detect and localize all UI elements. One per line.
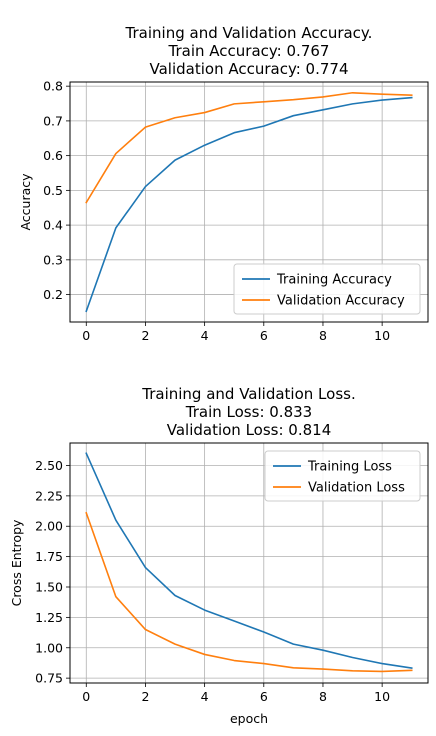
y-axis-label: Cross Entropy xyxy=(9,519,24,606)
chart-title-line: Validation Accuracy: 0.774 xyxy=(150,60,349,78)
legend-entry: Training Loss xyxy=(307,460,392,475)
y-tick-label: 0.75 xyxy=(35,671,63,686)
legend-entry: Validation Accuracy xyxy=(277,294,405,309)
y-tick-label: 1.75 xyxy=(35,549,63,564)
x-tick-label: 8 xyxy=(319,689,327,704)
series-line-2 xyxy=(85,91,413,204)
x-tick-label: 10 xyxy=(374,689,390,704)
plot-frame xyxy=(69,81,429,323)
chart-1: Training and Validation Accuracy.Train A… xyxy=(18,24,429,343)
x-tick-label: 8 xyxy=(319,328,327,343)
legend-box xyxy=(233,263,421,315)
chart-title-line: Train Loss: 0.833 xyxy=(185,403,312,421)
y-tick-label: 2.00 xyxy=(35,519,63,534)
y-tick-label: 0.4 xyxy=(43,218,63,233)
y-tick-label: 2.25 xyxy=(35,488,63,503)
x-tick-label: 4 xyxy=(201,689,209,704)
x-tick-label: 0 xyxy=(82,328,90,343)
chart-title-line: Train Accuracy: 0.767 xyxy=(168,42,330,60)
chart-2: Training and Validation Loss.Train Loss:… xyxy=(9,385,429,726)
y-tick-label: 0.8 xyxy=(43,79,63,94)
y-tick-label: 1.50 xyxy=(35,580,63,595)
chart-title-line: Training and Validation Accuracy. xyxy=(125,24,373,42)
chart-title-line: Training and Validation Loss. xyxy=(141,385,355,403)
plot-frame xyxy=(69,442,429,684)
y-tick-label: 0.2 xyxy=(43,287,63,302)
series-line-2 xyxy=(85,511,413,673)
x-axis-label: epoch xyxy=(230,711,268,726)
legend-box xyxy=(264,450,421,502)
legend-entry: Training Accuracy xyxy=(276,273,392,288)
chart-title-line: Validation Loss: 0.814 xyxy=(167,421,332,439)
series-line-1 xyxy=(85,452,413,669)
y-tick-label: 1.00 xyxy=(35,640,63,655)
y-tick-label: 0.6 xyxy=(43,148,63,163)
y-tick-label: 0.3 xyxy=(43,252,63,267)
legend: Training Accuracy Validation Accuracy xyxy=(233,263,421,315)
y-tick-label: 0.5 xyxy=(43,183,63,198)
x-tick-label: 2 xyxy=(141,328,149,343)
y-tick-label: 2.50 xyxy=(35,458,63,473)
legend-entry: Validation Loss xyxy=(308,481,405,496)
y-tick-label: 0.7 xyxy=(43,113,63,128)
x-tick-label: 2 xyxy=(141,689,149,704)
x-tick-label: 10 xyxy=(374,328,390,343)
x-tick-label: 6 xyxy=(260,328,268,343)
legend: Training Loss Validation Loss xyxy=(264,450,421,502)
x-tick-label: 6 xyxy=(260,689,268,704)
series-line-1 xyxy=(85,96,413,313)
x-tick-label: 0 xyxy=(82,689,90,704)
y-tick-label: 1.25 xyxy=(35,610,63,625)
y-axis-label: Accuracy xyxy=(18,173,33,231)
x-tick-label: 4 xyxy=(201,328,209,343)
